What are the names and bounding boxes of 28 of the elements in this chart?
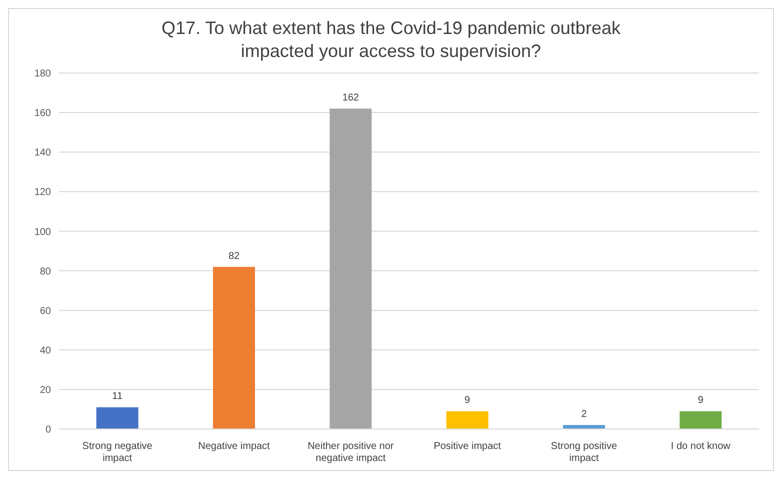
bar bbox=[446, 411, 488, 429]
data-label: 9 bbox=[464, 395, 471, 406]
bar bbox=[330, 108, 372, 429]
x-tick-label: Positive impact bbox=[434, 441, 502, 452]
y-tick-label: 100 bbox=[34, 226, 52, 238]
x-tick-label: I do not know bbox=[670, 441, 732, 452]
data-label: 82 bbox=[228, 250, 240, 262]
y-tick-label: 180 bbox=[34, 68, 52, 80]
x-tick-label: Strong negative impact bbox=[82, 441, 153, 464]
bar bbox=[96, 407, 138, 429]
y-tick-label: 120 bbox=[34, 187, 52, 198]
data-label: 162 bbox=[342, 92, 360, 104]
y-tick-label: 20 bbox=[40, 384, 52, 396]
bar bbox=[213, 266, 255, 429]
chart-title: Q17. To what extent has the Covid-19 pandemic outbreak impacted your access to supervision? bbox=[160, 17, 622, 63]
x-tick-label: Neither positive nor negative impact bbox=[308, 441, 394, 464]
data-label: 2 bbox=[581, 409, 588, 420]
y-tick-label: 60 bbox=[40, 306, 52, 317]
y-tick-label: 0 bbox=[45, 424, 52, 436]
y-tick-label: 80 bbox=[40, 266, 52, 278]
y-tick-label: 140 bbox=[34, 148, 52, 159]
data-label: 11 bbox=[112, 391, 123, 402]
x-tick-label: Negative impact bbox=[198, 441, 270, 452]
x-tick-label: Strong positive impact bbox=[550, 441, 618, 464]
bar bbox=[680, 411, 722, 429]
data-label: 9 bbox=[698, 395, 704, 406]
y-tick-label: 160 bbox=[34, 108, 52, 120]
y-tick-label: 40 bbox=[40, 345, 52, 356]
